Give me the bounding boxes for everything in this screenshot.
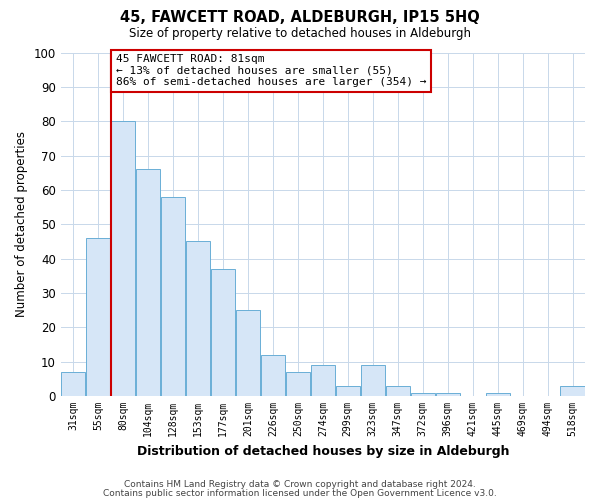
Y-axis label: Number of detached properties: Number of detached properties: [15, 132, 28, 318]
Bar: [311, 365, 335, 396]
Bar: [61, 372, 85, 396]
Bar: [286, 372, 310, 396]
Bar: [335, 386, 360, 396]
Bar: [186, 242, 210, 396]
Bar: [211, 269, 235, 396]
X-axis label: Distribution of detached houses by size in Aldeburgh: Distribution of detached houses by size …: [137, 444, 509, 458]
Text: 45 FAWCETT ROAD: 81sqm
← 13% of detached houses are smaller (55)
86% of semi-det: 45 FAWCETT ROAD: 81sqm ← 13% of detached…: [116, 54, 426, 88]
Bar: [386, 386, 410, 396]
Bar: [410, 392, 435, 396]
Text: Contains HM Land Registry data © Crown copyright and database right 2024.: Contains HM Land Registry data © Crown c…: [124, 480, 476, 489]
Bar: [136, 170, 160, 396]
Bar: [86, 238, 110, 396]
Text: 45, FAWCETT ROAD, ALDEBURGH, IP15 5HQ: 45, FAWCETT ROAD, ALDEBURGH, IP15 5HQ: [120, 10, 480, 25]
Bar: [560, 386, 584, 396]
Bar: [261, 355, 285, 396]
Bar: [361, 365, 385, 396]
Bar: [436, 392, 460, 396]
Bar: [161, 197, 185, 396]
Bar: [236, 310, 260, 396]
Text: Contains public sector information licensed under the Open Government Licence v3: Contains public sector information licen…: [103, 489, 497, 498]
Bar: [111, 121, 135, 396]
Text: Size of property relative to detached houses in Aldeburgh: Size of property relative to detached ho…: [129, 28, 471, 40]
Bar: [485, 392, 510, 396]
